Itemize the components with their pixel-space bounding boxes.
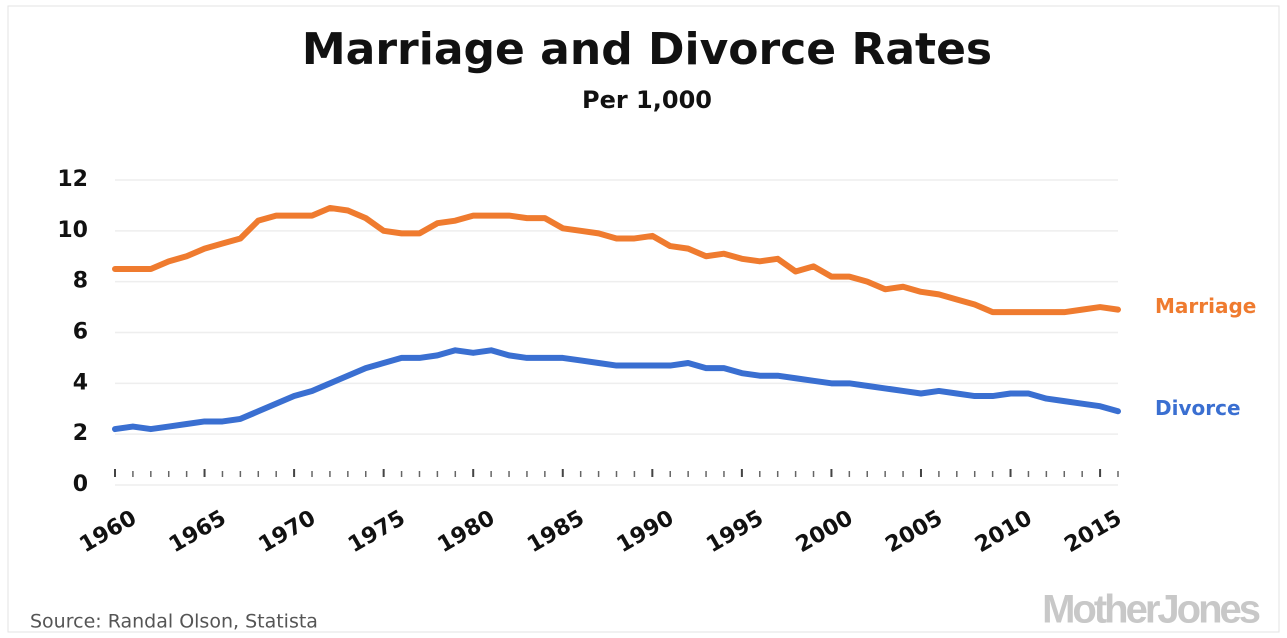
- x-tick-label: 1975: [344, 506, 410, 558]
- x-tick-label: 2015: [1061, 506, 1127, 558]
- chart-title: Marriage and Divorce Rates: [302, 24, 992, 75]
- x-tick-label: 1985: [523, 506, 589, 558]
- source: Source: Randal Olson, Statista: [30, 611, 318, 633]
- y-tick-label: 0: [73, 472, 88, 497]
- x-tick-label: 1990: [613, 506, 679, 558]
- y-tick-label: 8: [73, 269, 88, 294]
- x-tick-label: 2000: [792, 506, 858, 558]
- chart-subtitle: Per 1,000: [582, 86, 712, 114]
- x-tick-label: 1980: [434, 506, 500, 558]
- x-tick-label: 2010: [971, 506, 1037, 558]
- x-tick-label: 1970: [255, 506, 321, 558]
- series-label: Marriage: [1155, 294, 1256, 318]
- series-line: [112, 204, 1121, 316]
- frame: [7, 5, 1280, 633]
- y-tick-label: 4: [73, 370, 88, 395]
- x-tick-label: 1965: [165, 506, 231, 558]
- y-tick-label: 6: [73, 320, 88, 345]
- x-tick-label: 1960: [75, 506, 141, 558]
- x-tick-label: 2005: [881, 506, 947, 558]
- y-tick-label: 12: [57, 167, 88, 192]
- series-label: Divorce: [1155, 396, 1241, 420]
- x-tick-label: 1995: [702, 506, 768, 558]
- series-line: [112, 347, 1121, 433]
- y-tick-label: 10: [57, 218, 88, 243]
- brand-logo: MotherJones: [1042, 588, 1260, 632]
- y-tick-label: 2: [73, 421, 88, 446]
